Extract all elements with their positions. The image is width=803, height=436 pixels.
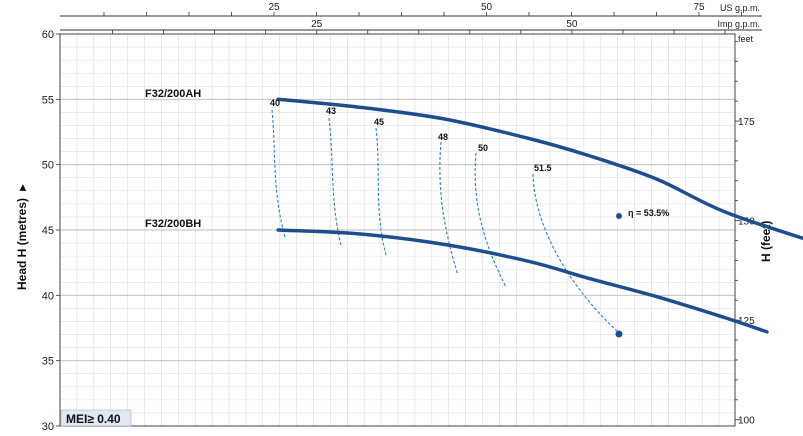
series-label-ah: F32/200AH <box>145 88 201 100</box>
imp-gpm-tick-label: 50 <box>566 19 578 30</box>
left-tick-label: 50 <box>42 160 54 172</box>
efficiency-line-2 <box>328 117 342 246</box>
left-axis-title: Head H (metres) ▸ <box>15 184 29 290</box>
us-gpm-ticks: 25 50 75 <box>103 2 742 16</box>
mei-badge-box <box>60 409 132 427</box>
us-gpm-tick-label: 75 <box>693 2 705 13</box>
left-tick-label: 40 <box>42 290 54 302</box>
left-tick-label: 30 <box>42 421 54 433</box>
left-tick-label: 60 <box>42 29 54 41</box>
mei-badge: MEI≥ 0.40 <box>60 409 132 427</box>
left-tick-label: 45 <box>42 225 54 237</box>
efficiency-labels: 40 43 45 48 50 51.5 η = 53.5% <box>270 98 669 218</box>
left-axis-title-text: Head H (metres) <box>15 198 29 290</box>
efficiency-line-5 <box>474 152 507 288</box>
right-axis-ticks: 100 125 150 175 <box>735 40 755 427</box>
series-label-bh: F32/200BH <box>145 218 201 230</box>
grid <box>59 33 735 427</box>
efficiency-label-50: 50 <box>478 143 488 153</box>
us-gpm-unit: US g.p.m. <box>720 3 760 13</box>
right-tick-label: 100 <box>738 416 755 427</box>
efficiency-label-40: 40 <box>270 98 280 108</box>
efficiency-line-6 <box>532 173 620 334</box>
top-axis: 25 50 75 25 50 US g.p.m. Imp g.p.m. <box>60 2 762 34</box>
right-tick-label: 150 <box>738 217 755 228</box>
right-tick-label: 125 <box>738 316 755 327</box>
series-end-marker <box>615 330 623 338</box>
series-line-ah <box>276 97 803 241</box>
imp-gpm-unit: Imp g.p.m. <box>717 19 760 29</box>
pump-curves <box>276 97 803 338</box>
series-line-bh <box>276 228 769 334</box>
left-axis-title-arrow: ▸ <box>15 184 29 192</box>
efficiency-label-45: 45 <box>374 117 384 127</box>
efficiency-label-final: η = 53.5% <box>628 208 669 218</box>
left-tick-label: 35 <box>42 356 54 368</box>
us-gpm-tick-label: 25 <box>268 2 280 13</box>
efficiency-line-3 <box>375 127 387 256</box>
right-unit-label: feet <box>738 34 754 44</box>
right-tick-label: 175 <box>738 117 755 128</box>
efficiency-line-1 <box>271 109 286 238</box>
left-tick-label: 55 <box>42 94 54 106</box>
mei-badge-text: MEI≥ 0.40 <box>66 412 121 426</box>
left-axis-ticks: 30 35 40 45 50 55 60 <box>42 29 60 433</box>
efficiency-label-43: 43 <box>326 106 336 116</box>
imp-gpm-tick-label: 25 <box>311 19 323 30</box>
efficiency-line-4 <box>439 141 459 276</box>
efficiency-lines <box>271 109 620 334</box>
efficiency-label-51-5: 51.5 <box>534 163 552 173</box>
efficiency-marker <box>616 213 622 219</box>
us-gpm-tick-label: 50 <box>481 2 493 13</box>
efficiency-label-48: 48 <box>438 132 448 142</box>
imp-gpm-ticks: 25 50 <box>112 19 726 34</box>
right-axis-title: H (feet) <box>759 221 773 262</box>
